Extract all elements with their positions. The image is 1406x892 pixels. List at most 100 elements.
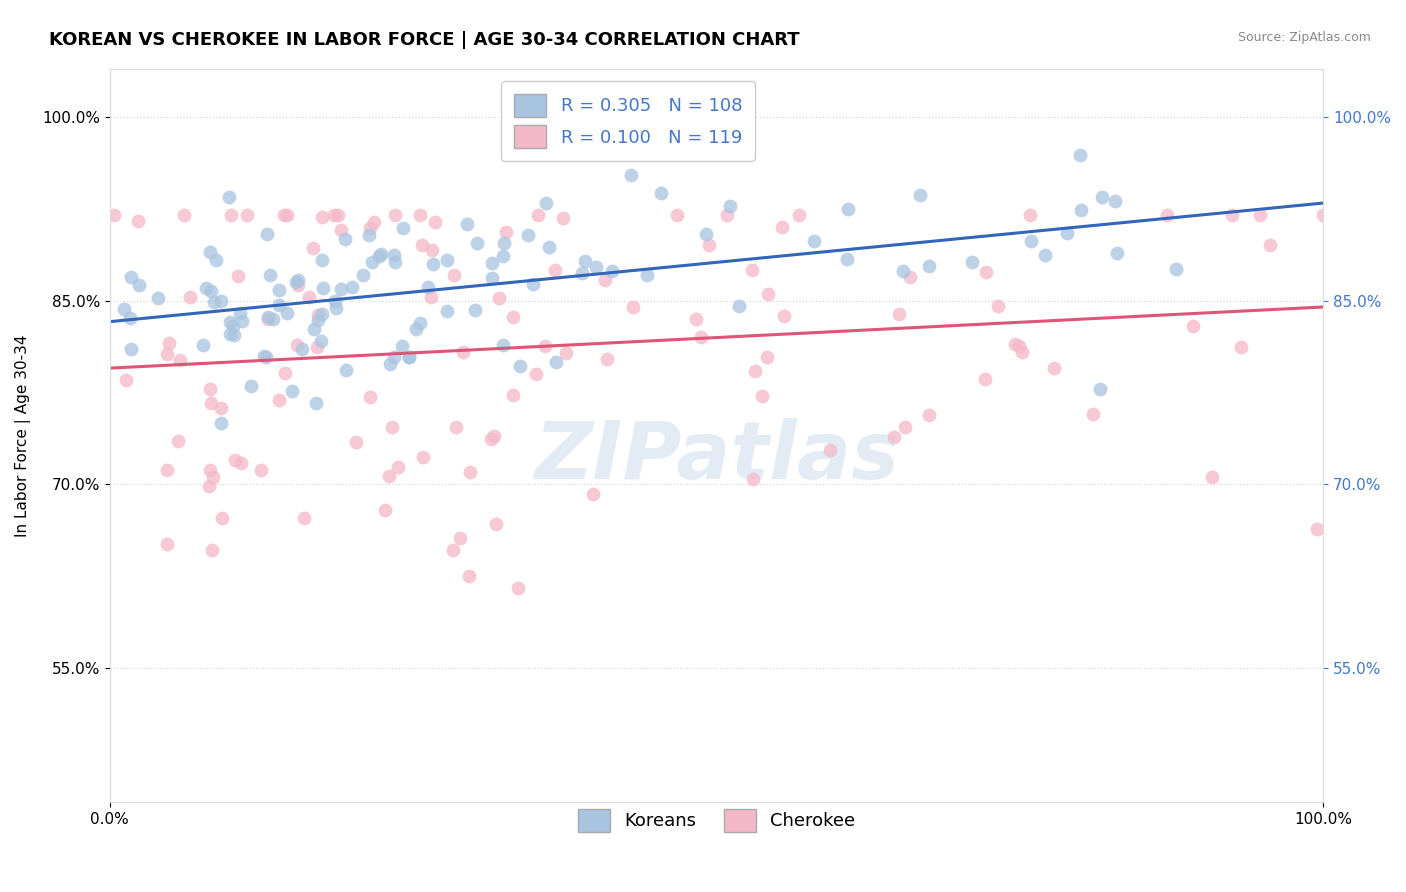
Point: [1182, 318, 1205, 333]
Point: [384, 208, 406, 222]
Point: [302, 241, 325, 255]
Point: [695, 227, 717, 241]
Point: [103, 208, 125, 222]
Point: [1201, 470, 1223, 484]
Point: [441, 543, 464, 558]
Point: [423, 215, 446, 229]
Point: [146, 291, 169, 305]
Point: [273, 208, 295, 222]
Point: [741, 472, 763, 486]
Point: [120, 269, 142, 284]
Point: [298, 290, 321, 304]
Point: [352, 268, 374, 282]
Point: [201, 543, 224, 558]
Point: [221, 208, 243, 222]
Point: [534, 339, 557, 353]
Point: [479, 432, 502, 446]
Point: [236, 208, 259, 222]
Point: [444, 419, 467, 434]
Point: [485, 516, 508, 531]
Point: [173, 208, 195, 222]
Point: [636, 268, 658, 282]
Point: [837, 202, 859, 216]
Point: [744, 364, 766, 378]
Point: [392, 220, 415, 235]
Point: [357, 228, 380, 243]
Point: [128, 277, 150, 292]
Point: [285, 338, 308, 352]
Point: [198, 463, 221, 477]
Point: [229, 456, 252, 470]
Point: [1004, 337, 1026, 351]
Point: [773, 309, 796, 323]
Point: [770, 220, 793, 235]
Point: [1043, 361, 1066, 376]
Point: [305, 340, 328, 354]
Point: [382, 248, 405, 262]
Point: [1156, 208, 1178, 222]
Point: [387, 460, 409, 475]
Point: [219, 326, 242, 341]
Point: [363, 214, 385, 228]
Point: [219, 315, 242, 329]
Point: [112, 301, 135, 316]
Point: [464, 302, 486, 317]
Point: [526, 208, 548, 222]
Point: [891, 264, 914, 278]
Point: [718, 199, 741, 213]
Point: [411, 238, 433, 252]
Point: [685, 311, 707, 326]
Point: [253, 350, 276, 364]
Point: [329, 223, 352, 237]
Point: [1105, 245, 1128, 260]
Point: [218, 190, 240, 204]
Point: [200, 396, 222, 410]
Point: [226, 269, 249, 284]
Point: [488, 292, 510, 306]
Point: [887, 307, 910, 321]
Point: [287, 272, 309, 286]
Point: [370, 247, 392, 261]
Point: [987, 300, 1010, 314]
Point: [960, 255, 983, 269]
Point: [918, 259, 941, 273]
Point: [883, 430, 905, 444]
Point: [169, 353, 191, 368]
Point: [741, 263, 763, 277]
Point: [378, 469, 401, 483]
Point: [202, 294, 225, 309]
Point: [409, 316, 432, 330]
Point: [307, 313, 329, 327]
Point: [593, 273, 616, 287]
Point: [596, 351, 619, 366]
Text: Source: ZipAtlas.com: Source: ZipAtlas.com: [1237, 31, 1371, 45]
Point: [211, 293, 233, 308]
Point: [727, 299, 749, 313]
Point: [335, 363, 357, 377]
Point: [974, 265, 997, 279]
Point: [443, 268, 465, 283]
Text: KOREAN VS CHEROKEE IN LABOR FORCE | AGE 30-34 CORRELATION CHART: KOREAN VS CHEROKEE IN LABOR FORCE | AGE …: [49, 31, 800, 49]
Point: [333, 232, 356, 246]
Point: [502, 388, 524, 402]
Point: [787, 208, 810, 222]
Point: [359, 221, 381, 235]
Point: [494, 235, 516, 250]
Point: [398, 350, 420, 364]
Point: [650, 186, 672, 200]
Point: [665, 208, 688, 222]
Point: [209, 401, 232, 415]
Point: [118, 311, 141, 326]
Point: [276, 208, 298, 222]
Point: [422, 257, 444, 271]
Point: [195, 281, 218, 295]
Point: [115, 373, 138, 387]
Point: [256, 312, 278, 326]
Point: [382, 350, 405, 364]
Point: [312, 281, 335, 295]
Point: [449, 531, 471, 545]
Point: [582, 487, 605, 501]
Point: [361, 255, 384, 269]
Point: [391, 339, 413, 353]
Point: [222, 319, 245, 334]
